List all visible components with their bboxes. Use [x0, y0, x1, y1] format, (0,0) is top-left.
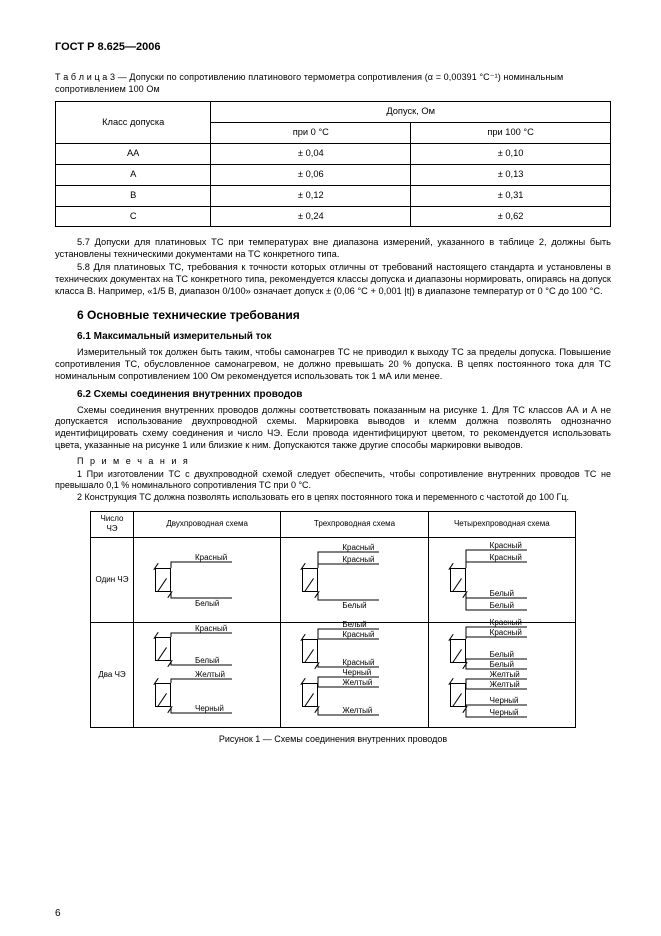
cell-1x4: Красный Красный Белый Белый	[428, 537, 575, 622]
wire-label-red: Красный	[342, 658, 374, 668]
cell-1x3: Красный Красный Белый	[281, 537, 428, 622]
wire-label-white: Белый	[342, 601, 366, 611]
figure-1-caption: Рисунок 1 — Схемы соединения внутренних …	[90, 734, 576, 746]
figure-1-row-one: Один ЧЭ Красный Белый	[91, 537, 576, 622]
cell-v100: ± 0,10	[411, 143, 611, 164]
subsection-6-2-heading: 6.2 Схемы соединения внутренних проводов	[77, 389, 611, 402]
table-3-head-at100: при 100 °С	[411, 123, 611, 144]
figure-1-head-3wire: Трехпроводная схема	[281, 512, 428, 537]
table-3-head-group: Допуск, Ом	[211, 102, 611, 123]
cell-class: В	[56, 185, 211, 206]
paragraph-6-2: Схемы соединения внутренних проводов дол…	[55, 405, 611, 453]
cell-class: С	[56, 206, 211, 227]
note-2: 2 Конструкция ТС должна позволять исполь…	[55, 492, 611, 504]
paragraph-6-1: Измерительный ток должен быть таким, что…	[55, 347, 611, 383]
table-3-caption: Т а б л и ц а 3 — Допуски по сопротивлен…	[55, 72, 611, 95]
figure-1-head-2wire: Двухпроводная схема	[134, 512, 281, 537]
cell-2x4: Красный Красный Белый Белый Желтый Желты…	[428, 622, 575, 727]
figure-1-row-two: Два ЧЭ Красный Белый Желтый Черный	[91, 622, 576, 727]
wire-label-red: Красный	[195, 553, 227, 563]
table-row: АА ± 0,04 ± 0,10	[56, 143, 611, 164]
wire-label-yellow: Желтый	[342, 706, 372, 716]
table-3-caption-text: Допуски по сопротивлению платинового тер…	[55, 72, 563, 94]
page: ГОСТ Р 8.625—2006 Т а б л и ц а 3 — Допу…	[0, 0, 661, 936]
document-header: ГОСТ Р 8.625—2006	[55, 40, 611, 54]
wire-label-white: Белый	[490, 589, 514, 599]
figure-1-head-4wire: Четырехпроводная схема	[428, 512, 575, 537]
paragraph-5-7: 5.7 Допуски для платиновых ТС при темпер…	[55, 237, 611, 261]
page-number: 6	[55, 908, 61, 921]
wire-label-black: Черный	[342, 668, 371, 678]
cell-v0: ± 0,24	[211, 206, 411, 227]
subsection-6-1-heading: 6.1 Максимальный измерительный ток	[77, 331, 611, 344]
cell-v0: ± 0,04	[211, 143, 411, 164]
table-3-head-class: Класс допуска	[56, 102, 211, 144]
cell-v100: ± 0,13	[411, 164, 611, 185]
wire-label-black: Черный	[195, 704, 224, 714]
wire-label-white: Белый	[490, 650, 514, 660]
wire-label-white: Белый	[342, 620, 366, 630]
wire-label-black: Черный	[490, 696, 519, 706]
wire-label-yellow: Желтый	[490, 680, 520, 690]
wire-label-white: Белый	[195, 656, 219, 666]
table-3-head-at0: при 0 °С	[211, 123, 411, 144]
cell-1x2: Красный Белый	[134, 537, 281, 622]
cell-class: А	[56, 164, 211, 185]
wire-label-yellow: Желтый	[195, 670, 225, 680]
note-1: 1 При изготовлении ТС с двухпроводной сх…	[55, 469, 611, 492]
wire-label-red: Красный	[195, 624, 227, 634]
wire-label-red: Красный	[342, 543, 374, 553]
table-3-caption-prefix: Т а б л и ц а 3 —	[55, 72, 129, 82]
wire-label-red: Красный	[342, 630, 374, 640]
notes-heading: П р и м е ч а н и я	[77, 456, 611, 468]
wire-label-black: Черный	[490, 708, 519, 718]
wire-label-yellow: Желтый	[490, 670, 520, 680]
wire-label-red: Красный	[490, 618, 522, 628]
wire-label-red: Красный	[490, 628, 522, 638]
paragraph-5-8: 5.8 Для платиновых ТС, требования к точн…	[55, 262, 611, 298]
wire-label-red: Красный	[490, 541, 522, 551]
cell-v100: ± 0,62	[411, 206, 611, 227]
section-6-heading: 6 Основные технические требования	[77, 308, 611, 323]
wire-label-red: Красный	[490, 553, 522, 563]
wire-label-white: Белый	[490, 601, 514, 611]
figure-1-table: Число ЧЭ Двухпроводная схема Трехпроводн…	[90, 511, 576, 727]
figure-1-rowlabel-two: Два ЧЭ	[91, 622, 134, 727]
cell-v100: ± 0,31	[411, 185, 611, 206]
wire-label-white: Белый	[195, 599, 219, 609]
cell-v0: ± 0,06	[211, 164, 411, 185]
table-row: С ± 0,24 ± 0,62	[56, 206, 611, 227]
figure-1-rowlabel-one: Один ЧЭ	[91, 537, 134, 622]
wire-label-yellow: Желтый	[342, 678, 372, 688]
figure-1-head-col0: Число ЧЭ	[91, 512, 134, 537]
table-row: В ± 0,12 ± 0,31	[56, 185, 611, 206]
wire-label-red: Красный	[342, 555, 374, 565]
cell-2x3: Белый Красный Красный Черный Желтый Желт…	[281, 622, 428, 727]
wire-label-white: Белый	[490, 660, 514, 670]
figure-1: Число ЧЭ Двухпроводная схема Трехпроводн…	[90, 511, 576, 745]
table-row: А ± 0,06 ± 0,13	[56, 164, 611, 185]
cell-2x2: Красный Белый Желтый Черный	[134, 622, 281, 727]
cell-class: АА	[56, 143, 211, 164]
cell-v0: ± 0,12	[211, 185, 411, 206]
table-3: Класс допуска Допуск, Ом при 0 °С при 10…	[55, 101, 611, 227]
